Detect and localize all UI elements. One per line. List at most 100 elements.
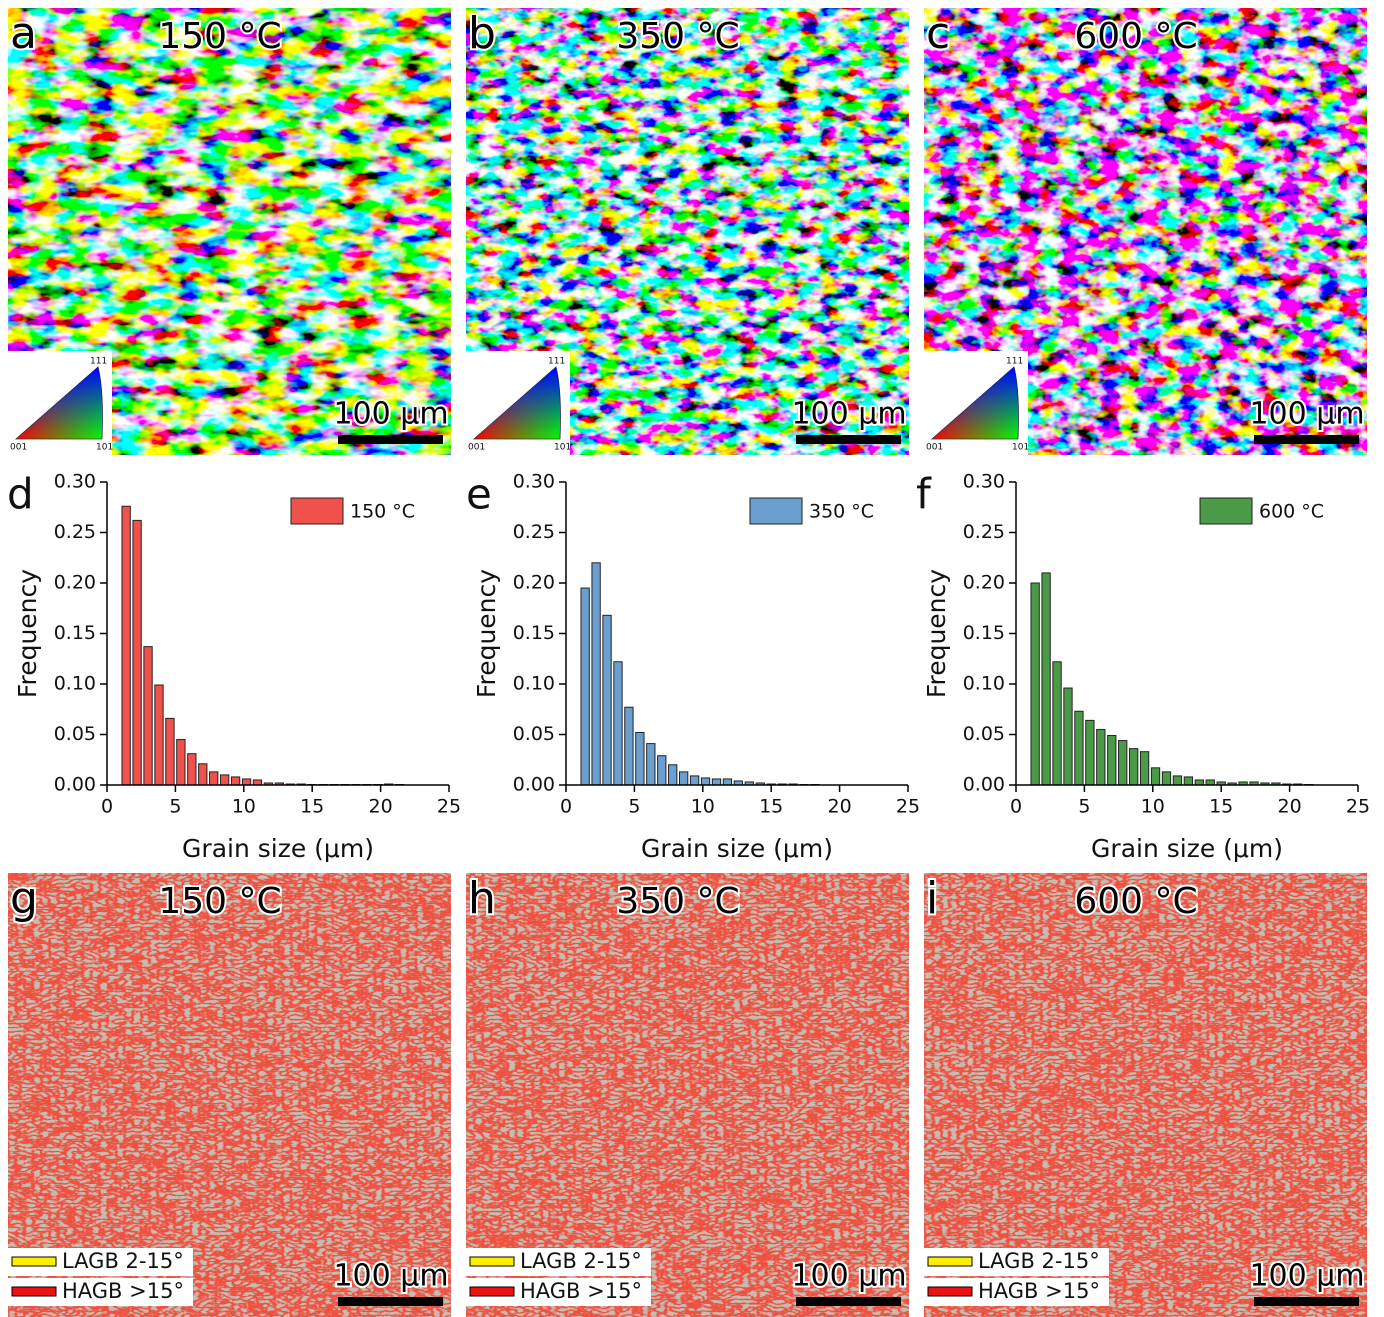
map-panel: g 150 °C 100 µm LAGB 2-15° HAGB >15° (8, 871, 451, 1317)
scale-bar-label: 100 µm (333, 1259, 448, 1294)
bar (1139, 751, 1150, 786)
bar (198, 763, 208, 786)
legend-text: HAGB >15° (520, 1279, 642, 1303)
bar (1183, 776, 1194, 786)
bar (230, 776, 241, 786)
legend-text: LAGB 2-15° (978, 1249, 1100, 1273)
y-tick-label: 0.15 (513, 622, 555, 644)
y-tick-label: 0.30 (963, 471, 1005, 493)
bar (1150, 767, 1161, 786)
y-tick-label: 0.05 (963, 723, 1005, 745)
bar (700, 777, 711, 786)
legend-text: HAGB >15° (978, 1279, 1100, 1303)
x-axis-title: Grain size (μm) (182, 834, 374, 863)
x-tick-label: 25 (1346, 796, 1370, 818)
y-axis-title: Frequency (13, 569, 42, 698)
scale-bar-label: 100 µm (1249, 397, 1364, 432)
bar (1107, 735, 1117, 786)
bar (624, 706, 634, 786)
legend-swatch (927, 1286, 973, 1297)
panel-letter: c (926, 8, 950, 59)
bar (121, 505, 131, 786)
x-tick-label: 25 (437, 796, 461, 818)
map-boundaries (924, 873, 1367, 1317)
map-boundaries (8, 873, 451, 1317)
bar (1172, 775, 1183, 786)
y-tick-label: 0.20 (513, 572, 555, 594)
y-tick-label: 0.25 (513, 521, 555, 543)
x-tick-label: 20 (1278, 796, 1302, 818)
legend-swatch (469, 1286, 515, 1297)
scale-bar-label: 100 µm (791, 1259, 906, 1294)
scale-bar (1254, 435, 1359, 444)
bar (689, 775, 700, 786)
scale-bar-label: 100 µm (1249, 1259, 1364, 1294)
bar (143, 646, 153, 786)
bar (241, 778, 252, 786)
map-title: 150 °C (158, 881, 281, 922)
bar (154, 684, 164, 786)
bar (1030, 582, 1040, 786)
x-tick-label: 5 (169, 796, 181, 818)
scale-bar (338, 435, 443, 444)
bar (613, 661, 623, 786)
legend-text: HAGB >15° (62, 1279, 184, 1303)
panel-letter: b (468, 8, 496, 59)
map-panel: h 350 °C 100 µm LAGB 2-15° HAGB >15° (466, 871, 909, 1317)
ipf-label: 101 (96, 443, 113, 453)
y-tick-label: 0.00 (513, 774, 555, 796)
bar (1205, 779, 1215, 786)
scale-bar (1254, 1297, 1359, 1306)
x-tick-label: 25 (896, 796, 920, 818)
y-tick-label: 0.30 (54, 471, 96, 493)
y-tick-label: 0.30 (513, 471, 555, 493)
bar (722, 778, 733, 786)
ipf-label: 111 (548, 357, 565, 367)
map-title: 600 °C (1074, 16, 1197, 57)
bar (711, 778, 722, 786)
ipf-label: 101 (554, 443, 571, 453)
bar (602, 614, 612, 786)
legend-text: LAGB 2-15° (520, 1249, 642, 1273)
legend-swatch (290, 497, 344, 525)
bar (252, 779, 263, 786)
bar (176, 739, 186, 786)
x-axis-title: Grain size (μm) (1091, 834, 1283, 863)
y-tick-label: 0.20 (963, 572, 1005, 594)
y-tick-label: 0.00 (963, 774, 1005, 796)
ipf-triangle-overlay (932, 367, 1019, 439)
legend-swatch (927, 1256, 973, 1267)
legend-text: 600 °C (1259, 501, 1324, 523)
y-tick-label: 0.10 (963, 673, 1005, 695)
x-tick-label: 10 (691, 796, 715, 818)
ipf-triangle-overlay (16, 367, 103, 439)
x-tick-label: 10 (1141, 796, 1165, 818)
scale-bar (338, 1297, 443, 1306)
scale-bar-label: 100 µm (791, 397, 906, 432)
bar (1074, 710, 1084, 786)
y-tick-label: 0.25 (963, 521, 1005, 543)
panel-letter: f (916, 470, 932, 519)
y-axis-title: Frequency (922, 569, 951, 698)
ipf-label: 111 (1006, 357, 1023, 367)
y-tick-label: 0.10 (513, 673, 555, 695)
bar (668, 764, 678, 786)
legend-swatch (469, 1256, 515, 1267)
x-tick-label: 0 (560, 796, 572, 818)
legend-text: 350 °C (809, 501, 874, 523)
bar (646, 743, 656, 786)
ipf-triangle-overlay (474, 367, 561, 439)
bar (635, 731, 645, 786)
x-tick-label: 5 (628, 796, 640, 818)
map-title: 350 °C (616, 16, 739, 57)
x-tick-label: 20 (828, 796, 852, 818)
legend-text: LAGB 2-15° (62, 1249, 184, 1273)
y-axis-title: Frequency (472, 569, 501, 698)
scale-bar (796, 1297, 901, 1306)
x-tick-label: 15 (1209, 796, 1233, 818)
map-panel: a 150 °C 100 µm 001 101 111 (8, 6, 451, 455)
x-tick-label: 20 (369, 796, 393, 818)
bar (1052, 661, 1062, 786)
bar (1128, 748, 1139, 786)
ipf-label: 111 (90, 357, 107, 367)
